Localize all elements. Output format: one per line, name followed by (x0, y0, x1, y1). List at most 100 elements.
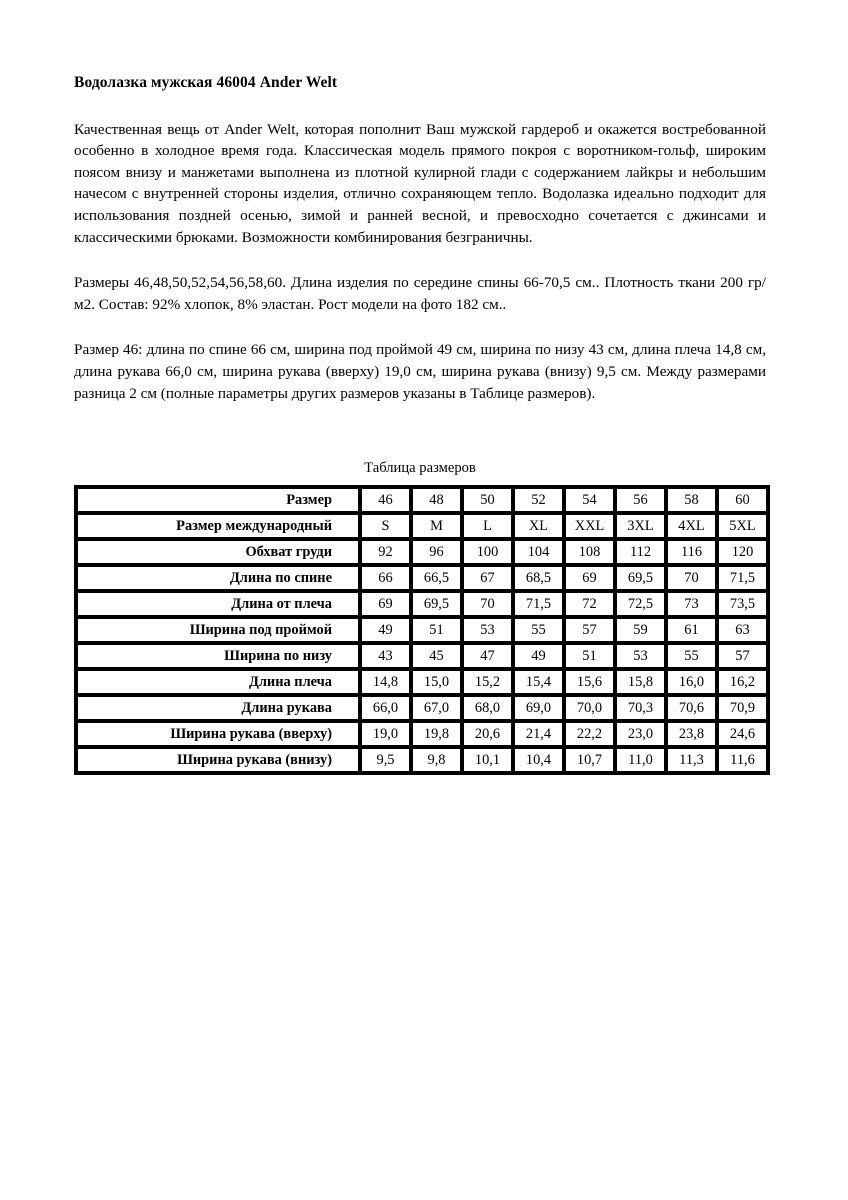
table-cell: 49 (513, 643, 564, 669)
table-cell: 9,8 (411, 747, 462, 773)
table-cell: 68,0 (462, 695, 513, 721)
table-row: Длина рукава 66,0 67,0 68,0 69,0 70,0 70,3 70,6… (76, 695, 768, 721)
table-cell: 49 (360, 617, 411, 643)
table-cell: 58 (666, 487, 717, 513)
table-cell: 11,6 (717, 747, 768, 773)
table-cell: 100 (462, 539, 513, 565)
table-cell: 66,5 (411, 565, 462, 591)
table-cell: 69 (360, 591, 411, 617)
table-cell: 48 (411, 487, 462, 513)
size-46-details-paragraph: Размер 46: длина по спине 66 см, ширина … (74, 341, 766, 402)
table-cell: 19,0 (360, 721, 411, 747)
table-cell: 3XL (615, 513, 666, 539)
table-cell: 10,7 (564, 747, 615, 773)
table-row: Обхват груди 92 96 100 104 108 112 116 120 (76, 539, 768, 565)
table-row-label: Длина плеча (76, 669, 360, 695)
table-row-label: Ширина рукава (внизу) (76, 747, 360, 773)
table-row: Размер международный S M L XL XXL 3XL 4XL 5XL (76, 513, 768, 539)
table-cell: 19,8 (411, 721, 462, 747)
table-cell: 67,0 (411, 695, 462, 721)
table-cell: 15,6 (564, 669, 615, 695)
table-cell: 96 (411, 539, 462, 565)
table-cell: 72 (564, 591, 615, 617)
table-cell: 70 (462, 591, 513, 617)
table-cell: 69,5 (615, 565, 666, 591)
table-row: Размер 46 48 50 52 54 56 58 60 (76, 487, 768, 513)
table-row-label: Длина от плеча (76, 591, 360, 617)
table-cell: 108 (564, 539, 615, 565)
table-row: Длина по спине 66 66,5 67 68,5 69 69,5 70 71,5 (76, 565, 768, 591)
table-cell: 23,8 (666, 721, 717, 747)
table-cell: 69 (564, 565, 615, 591)
table-cell: 11,0 (615, 747, 666, 773)
table-cell: 5XL (717, 513, 768, 539)
table-cell: 21,4 (513, 721, 564, 747)
table-cell: XXL (564, 513, 615, 539)
size-table-container: Размер 46 48 50 52 54 56 58 60 Размер международн… (74, 485, 770, 775)
table-cell: 15,4 (513, 669, 564, 695)
table-cell: 61 (666, 617, 717, 643)
table-cell: 16,0 (666, 669, 717, 695)
table-cell: 51 (411, 617, 462, 643)
table-cell: 104 (513, 539, 564, 565)
table-cell: 23,0 (615, 721, 666, 747)
table-cell: 15,8 (615, 669, 666, 695)
table-cell: 46 (360, 487, 411, 513)
table-cell: 69,5 (411, 591, 462, 617)
description-paragraph: Качественная вещь от Ander Welt, которая… (74, 120, 766, 246)
table-cell: 70,6 (666, 695, 717, 721)
table-cell: 70,0 (564, 695, 615, 721)
table-cell: 56 (615, 487, 666, 513)
table-row: Длина от плеча 69 69,5 70 71,5 72 72,5 73 73,5 (76, 591, 768, 617)
table-cell: M (411, 513, 462, 539)
table-cell: 112 (615, 539, 666, 565)
table-cell: 72,5 (615, 591, 666, 617)
table-cell: 70 (666, 565, 717, 591)
table-cell: 10,1 (462, 747, 513, 773)
table-row: Ширина рукава (вверху) 19,0 19,8 20,6 21,4 22… (76, 721, 768, 747)
table-row: Ширина рукава (внизу) 9,5 9,8 10,1 10,4 10,7 1… (76, 747, 768, 773)
table-cell: 54 (564, 487, 615, 513)
table-cell: 73 (666, 591, 717, 617)
table-cell: 59 (615, 617, 666, 643)
table-cell: 73,5 (717, 591, 768, 617)
table-cell: 11,3 (666, 747, 717, 773)
size-table-caption: Таблица размеров (364, 460, 476, 476)
table-cell: L (462, 513, 513, 539)
table-cell: 14,8 (360, 669, 411, 695)
table-row-label: Размер (76, 487, 360, 513)
table-cell: 20,6 (462, 721, 513, 747)
table-cell: 70,3 (615, 695, 666, 721)
table-cell: 67 (462, 565, 513, 591)
table-cell: 10,4 (513, 747, 564, 773)
table-cell: 15,2 (462, 669, 513, 695)
table-cell: 57 (717, 643, 768, 669)
table-cell: 53 (462, 617, 513, 643)
table-cell: 66,0 (360, 695, 411, 721)
table-cell: 70,9 (717, 695, 768, 721)
table-cell: 52 (513, 487, 564, 513)
table-cell: 45 (411, 643, 462, 669)
table-row-label: Ширина по низу (76, 643, 360, 669)
table-row-label: Размер международный (76, 513, 360, 539)
table-cell: 9,5 (360, 747, 411, 773)
table-cell: 92 (360, 539, 411, 565)
table-cell: 68,5 (513, 565, 564, 591)
table-cell: 120 (717, 539, 768, 565)
table-cell: 60 (717, 487, 768, 513)
table-row-label: Обхват груди (76, 539, 360, 565)
table-cell: 71,5 (717, 565, 768, 591)
document-body: Водолазка мужская 46004 Ander Welt Качес… (74, 74, 766, 404)
table-cell: 66 (360, 565, 411, 591)
table-row-label: Длина по спине (76, 565, 360, 591)
table-cell: 51 (564, 643, 615, 669)
page-title: Водолазка мужская 46004 Ander Welt (74, 74, 338, 91)
sizes-summary-paragraph: Размеры 46,48,50,52,54,56,58,60. Длина и… (74, 274, 766, 313)
table-cell: 116 (666, 539, 717, 565)
table-cell: 55 (666, 643, 717, 669)
table-cell: 47 (462, 643, 513, 669)
table-row: Ширина по низу 43 45 47 49 51 53 55 57 (76, 643, 768, 669)
table-cell: 24,6 (717, 721, 768, 747)
table-cell: 63 (717, 617, 768, 643)
